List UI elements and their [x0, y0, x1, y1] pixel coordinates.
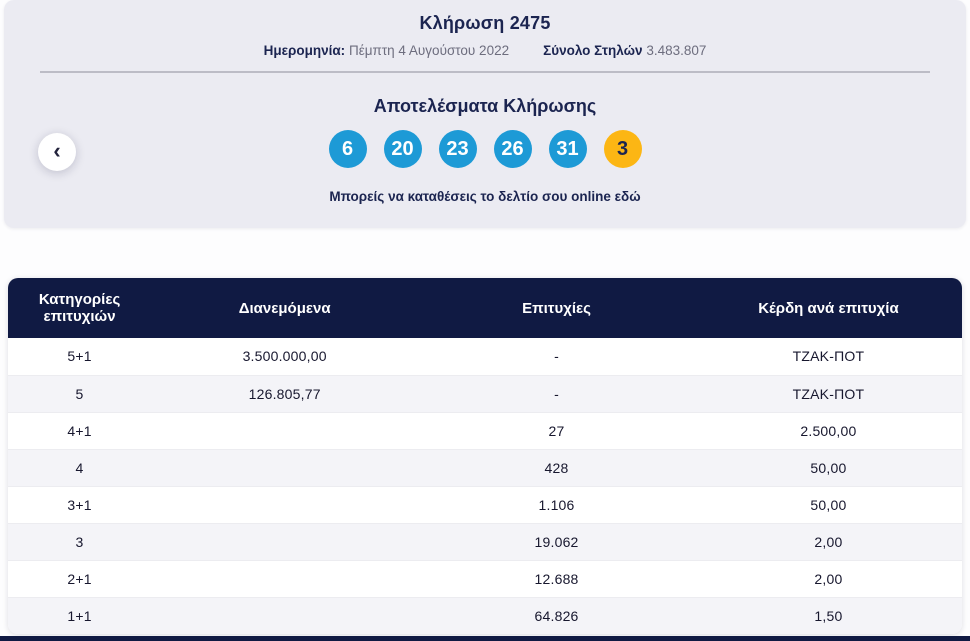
draw-date-value: Πέμπτη 4 Αυγούστου 2022 — [348, 43, 510, 58]
draw-meta-row: Ημερομηνία: Πέμπτη 4 Αυγούστου 2022 Σύνο… — [4, 43, 966, 58]
category-cell: 5 — [8, 374, 152, 412]
draw-date: Ημερομηνία: Πέμπτη 4 Αυγούστου 2022 — [264, 43, 510, 58]
distributed-cell: 126.805,77 — [151, 374, 419, 412]
online-submit-link[interactable]: εδώ — [614, 189, 641, 204]
payout-cell: 2,00 — [694, 522, 962, 560]
category-cell: 5+1 — [67, 348, 92, 365]
table-row: 3 19.062 2,00 — [8, 522, 962, 560]
category-cell: 4 — [8, 448, 152, 486]
results-table: Κατηγορίες επιτυχιών Διανεμόμενα Επιτυχίες… — [8, 278, 962, 634]
winning-number-ball: 6 — [328, 130, 367, 168]
distributed-cell — [151, 411, 419, 449]
table-row: 3+1 1.106 50,00 — [8, 485, 962, 523]
winners-cell: 12.688 — [418, 559, 695, 597]
chevron-left-icon: ‹ — [53, 138, 61, 163]
winners-cell: 27 — [418, 411, 695, 449]
payout-cell: 50,00 — [694, 448, 962, 486]
table-row: 4 428 50,00 — [8, 448, 962, 486]
total-columns: Σύνολο Στηλών 3.483.807 — [543, 43, 706, 58]
distributed-cell — [151, 596, 419, 634]
category-cell: 1+1 — [8, 596, 152, 634]
column-header-categories: Κατηγορίες επιτυχιών — [38, 291, 121, 325]
draw-title: Κλήρωση 2475 — [419, 13, 551, 33]
payout-cell: 2,00 — [694, 559, 962, 597]
online-submit-text: Μπορείς να καταθέσεις το δελτίο σου onli… — [329, 189, 611, 204]
winning-number-ball: 23 — [438, 130, 477, 168]
winnings-table: Κατηγορίες επιτυχιών Διανεμόμενα Επιτυχίες… — [8, 278, 962, 634]
table-row: 4+1 27 2.500,00 — [8, 411, 962, 449]
draw-summary-card: Κλήρωση 2475 Ημερομηνία: Πέμπτη 4 Αυγούσ… — [4, 0, 966, 228]
winning-number-ball: 20 — [383, 130, 422, 168]
winners-cell: 19.062 — [418, 522, 695, 560]
results-title: Αποτελέσματα Κλήρωσης — [373, 96, 597, 116]
table-row: 1+1 64.826 1,50 — [8, 596, 962, 634]
distributed-cell: 3.500.000,00 — [242, 348, 327, 365]
category-cell: 4+1 — [8, 411, 152, 449]
table-row: 5 126.805,77- ΤΖΑΚ-ΠΟΤ — [8, 374, 962, 412]
draw-date-label: Ημερομηνία: — [263, 43, 346, 58]
column-header-payout: Κέρδη ανά επιτυχία — [758, 299, 899, 317]
winning-number-ball: 26 — [493, 130, 532, 168]
winning-numbers-row: 6 20 23 26 31 3 — [4, 130, 966, 168]
column-header-winners: Επιτυχίες — [522, 299, 591, 317]
payout-cell: ΤΖΑΚ-ΠΟΤ — [694, 374, 962, 412]
distributed-cell — [151, 522, 419, 560]
total-columns-label: Σύνολο Στηλών — [543, 43, 643, 58]
payout-cell: 1,50 — [694, 596, 962, 634]
winners-cell: 64.826 — [418, 596, 695, 634]
winners-cell: 1.106 — [418, 485, 695, 523]
category-cell: 2+1 — [8, 559, 152, 597]
winners-cell: - — [554, 348, 559, 365]
category-cell: 3+1 — [8, 485, 152, 523]
winners-cell: - — [418, 374, 695, 412]
distributed-cell — [151, 559, 419, 597]
online-submit-line: Μπορείς να καταθέσεις το δελτίο σου onli… — [4, 189, 966, 204]
column-header-distributed: Διανεμόμενα — [238, 299, 331, 317]
payout-cell: 2.500,00 — [694, 411, 962, 449]
previous-draw-button[interactable]: ‹ — [38, 133, 76, 171]
distributed-cell — [151, 448, 419, 486]
payout-cell: 50,00 — [694, 485, 962, 523]
winning-number-ball: 31 — [548, 130, 587, 168]
table-row: 2+1 12.688 2,00 — [8, 559, 962, 597]
winners-cell: 428 — [418, 448, 695, 486]
table-header-row: Κατηγορίες επιτυχιών Διανεμόμενα Επιτυχίες… — [8, 278, 962, 338]
footer-bar — [0, 636, 970, 641]
total-columns-value: 3.483.807 — [646, 43, 707, 58]
table-row: 5+1 3.500.000,00 - ΤΖΑΚ-ΠΟΤ — [8, 338, 962, 375]
distributed-cell — [151, 485, 419, 523]
header-divider — [40, 71, 930, 73]
category-cell: 3 — [8, 522, 152, 560]
payout-cell: ΤΖΑΚ-ΠΟΤ — [792, 348, 865, 365]
joker-number-ball: 3 — [603, 130, 642, 168]
